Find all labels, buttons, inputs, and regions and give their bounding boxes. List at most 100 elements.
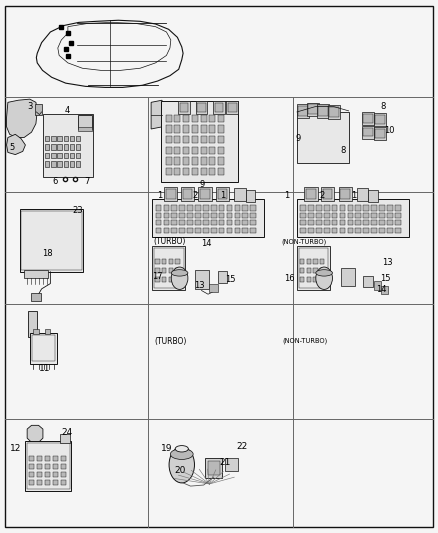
Bar — [45, 144, 49, 150]
Text: 5: 5 — [10, 143, 15, 152]
Bar — [187, 213, 193, 218]
Polygon shape — [7, 99, 37, 138]
Bar — [243, 220, 248, 225]
Bar — [215, 103, 223, 112]
Bar — [37, 480, 42, 485]
Text: 24: 24 — [61, 429, 73, 437]
Bar — [195, 220, 201, 225]
Bar — [156, 228, 162, 233]
Bar — [300, 259, 304, 263]
Bar — [183, 189, 192, 199]
Text: 11: 11 — [39, 365, 50, 373]
Polygon shape — [151, 100, 162, 129]
Bar — [364, 220, 369, 225]
Bar — [219, 228, 225, 233]
Bar — [356, 220, 361, 225]
Bar — [53, 456, 58, 461]
Text: 17: 17 — [152, 272, 163, 280]
Bar — [308, 228, 314, 233]
Bar — [219, 213, 225, 218]
Bar — [187, 220, 193, 225]
Bar — [45, 480, 50, 485]
Bar — [166, 189, 176, 199]
Bar — [156, 213, 162, 218]
Bar — [187, 205, 193, 211]
Bar — [53, 472, 58, 477]
Text: 1: 1 — [157, 191, 162, 199]
Bar — [208, 461, 220, 475]
Bar — [196, 101, 207, 114]
Bar — [304, 187, 318, 201]
Bar — [163, 220, 169, 225]
Bar — [332, 213, 338, 218]
Bar — [28, 311, 37, 337]
Bar — [348, 213, 353, 218]
Bar — [251, 213, 256, 218]
Bar — [374, 281, 381, 290]
Bar — [300, 220, 306, 225]
Bar — [216, 187, 229, 201]
Bar — [64, 136, 68, 141]
Bar — [298, 106, 308, 116]
Bar — [308, 104, 318, 114]
Bar — [313, 269, 318, 273]
Bar — [211, 228, 217, 233]
Bar — [174, 168, 180, 175]
Bar — [172, 213, 177, 218]
Bar — [178, 101, 190, 114]
Bar — [78, 127, 92, 131]
Bar — [225, 458, 238, 471]
Bar — [192, 168, 198, 175]
Bar — [374, 113, 386, 126]
Bar — [64, 153, 68, 158]
Bar — [395, 213, 401, 218]
Bar — [235, 213, 240, 218]
Bar — [174, 115, 180, 122]
Bar — [70, 161, 74, 167]
Ellipse shape — [170, 449, 193, 459]
Bar — [70, 153, 74, 158]
Bar — [197, 103, 206, 112]
Bar — [395, 205, 401, 211]
Bar — [308, 213, 314, 218]
Bar — [324, 220, 330, 225]
Text: 1: 1 — [220, 191, 225, 199]
Bar — [192, 136, 198, 143]
Bar — [172, 220, 177, 225]
Text: 18: 18 — [42, 249, 52, 257]
Bar — [211, 220, 217, 225]
Bar — [364, 205, 369, 211]
Bar — [300, 269, 304, 273]
Bar — [31, 293, 41, 301]
Bar — [29, 472, 34, 477]
Text: 2: 2 — [320, 191, 325, 199]
Text: 8: 8 — [380, 102, 385, 111]
Bar — [161, 101, 238, 182]
Ellipse shape — [316, 270, 332, 276]
Bar — [316, 228, 321, 233]
Text: 6: 6 — [53, 177, 58, 185]
Bar — [375, 115, 385, 124]
Bar — [169, 277, 173, 282]
Bar — [300, 205, 306, 211]
Bar — [218, 115, 224, 122]
Bar — [172, 228, 177, 233]
Text: 14: 14 — [201, 239, 211, 247]
Bar — [76, 144, 80, 150]
Bar — [371, 205, 377, 211]
Ellipse shape — [171, 270, 188, 276]
Bar — [243, 228, 248, 233]
Bar — [246, 190, 255, 202]
Bar — [192, 157, 198, 165]
Bar — [348, 205, 353, 211]
Text: (TURBO): (TURBO) — [153, 238, 186, 246]
Bar — [166, 147, 172, 154]
Bar — [180, 220, 185, 225]
Bar — [175, 269, 180, 273]
Bar — [213, 101, 225, 114]
Bar — [307, 269, 311, 273]
Bar — [362, 112, 374, 125]
Bar — [297, 199, 409, 237]
Bar — [375, 129, 385, 138]
Bar — [381, 286, 388, 294]
